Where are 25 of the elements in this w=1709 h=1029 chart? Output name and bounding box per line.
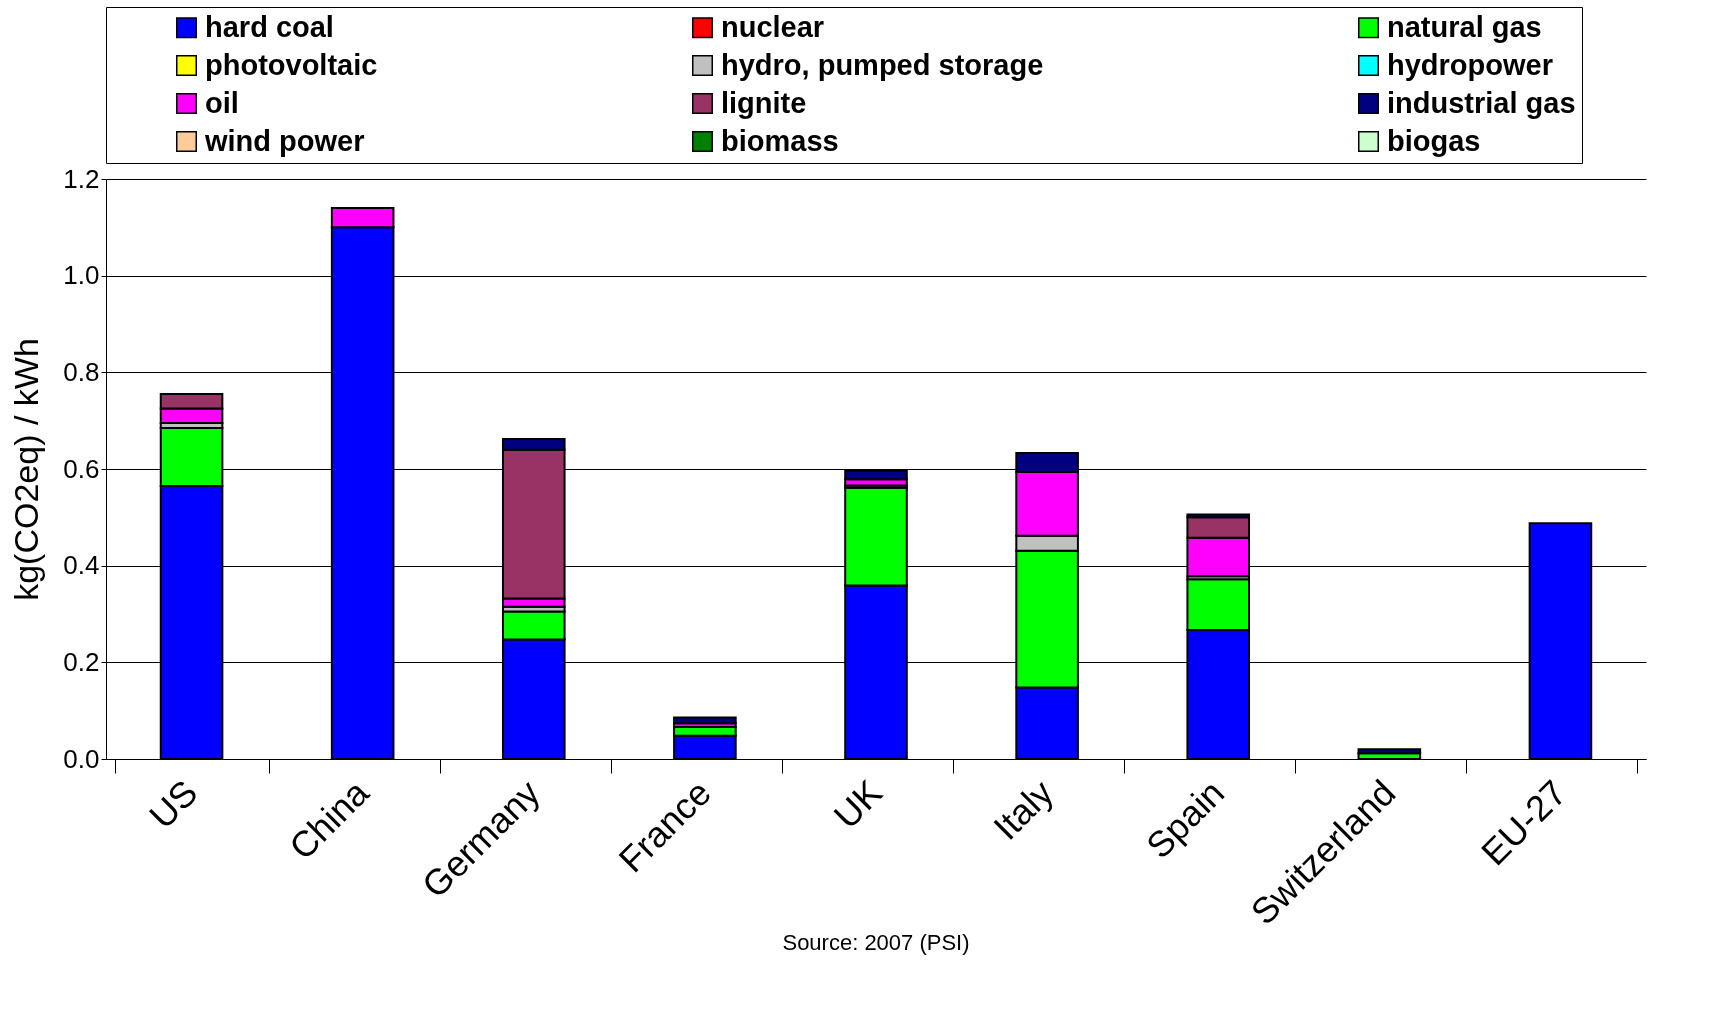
y-tick-label: 1.2 [63,163,100,194]
legend-label: industrial gas [1387,86,1576,119]
legend-label: biogas [1387,124,1481,157]
legend-label: biomass [721,124,839,157]
x-tick-label: US [141,771,206,837]
legend-label: nuclear [721,10,825,43]
y-tick-label: 1.0 [63,260,100,291]
legend-label: lignite [721,86,807,119]
y-axis-title: kg(CO2eq) / kWh [7,338,46,601]
x-tick-label: Italy [985,771,1062,848]
y-tick-label: 0.6 [63,453,100,484]
legend-label: oil [205,86,239,119]
legend-label: photovoltaic [205,48,378,81]
y-tick-label: 0.2 [63,646,100,677]
bar [673,716,737,725]
y-tick-label: 0.8 [63,356,100,387]
legend-label: wind power [204,124,365,157]
legend-label: natural gas [1387,10,1542,43]
legend-label: hard coal [205,10,334,43]
y-tick-label: 0.4 [63,550,100,581]
legend-label: hydro, pumped storage [721,48,1044,81]
x-tick-label: UK [825,771,890,837]
source-note: Source: 2007 (PSI) [782,930,970,956]
y-tick-label: 0.0 [63,743,100,774]
legend-label: hydropower [1387,48,1553,81]
